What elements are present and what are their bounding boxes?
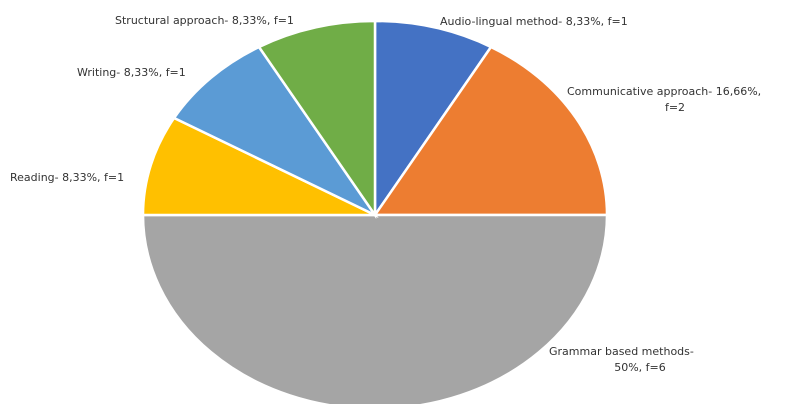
slice-label-structural-approach: Structural approach- 8,33%, f=1 <box>115 14 294 27</box>
pie-slice-structural-approach <box>257 19 377 220</box>
slice-label-line: Audio-lingual method- 8,33%, f=1 <box>440 15 628 28</box>
slice-label-line: Communicative approach- 16,66%, <box>567 85 761 98</box>
pie-slice-writing <box>172 45 379 219</box>
slice-label-line: Reading- 8,33%, f=1 <box>10 171 124 184</box>
slice-label-line: f=2 <box>665 101 685 114</box>
slice-label-line: 50%, f=6 <box>614 361 666 374</box>
slice-label-line: Structural approach- 8,33%, f=1 <box>115 14 294 27</box>
slice-label-line: Writing- 8,33%, f=1 <box>77 66 186 79</box>
slice-label-line: Grammar based methods- <box>549 345 694 358</box>
pie-slices <box>141 19 609 404</box>
slice-label-reading: Reading- 8,33%, f=1 <box>10 171 124 184</box>
slice-label-communicative-approach: Communicative approach- 16,66%, f=2 <box>567 85 761 114</box>
pie-slice-audio-lingual-method <box>373 19 493 220</box>
slice-label-audio-lingual-method: Audio-lingual method- 8,33%, f=1 <box>440 15 628 28</box>
pie-slice-reading <box>141 116 376 217</box>
slice-label-grammar-based-methods: Grammar based methods- 50%, f=6 <box>549 345 694 374</box>
pie-labels: Audio-lingual method- 8,33%, f=1 Communic… <box>10 14 761 374</box>
pie-slice-grammar-based-methods <box>141 213 609 404</box>
slice-label-writing: Writing- 8,33%, f=1 <box>77 66 186 79</box>
pie-slice-communicative-approach <box>372 45 609 217</box>
